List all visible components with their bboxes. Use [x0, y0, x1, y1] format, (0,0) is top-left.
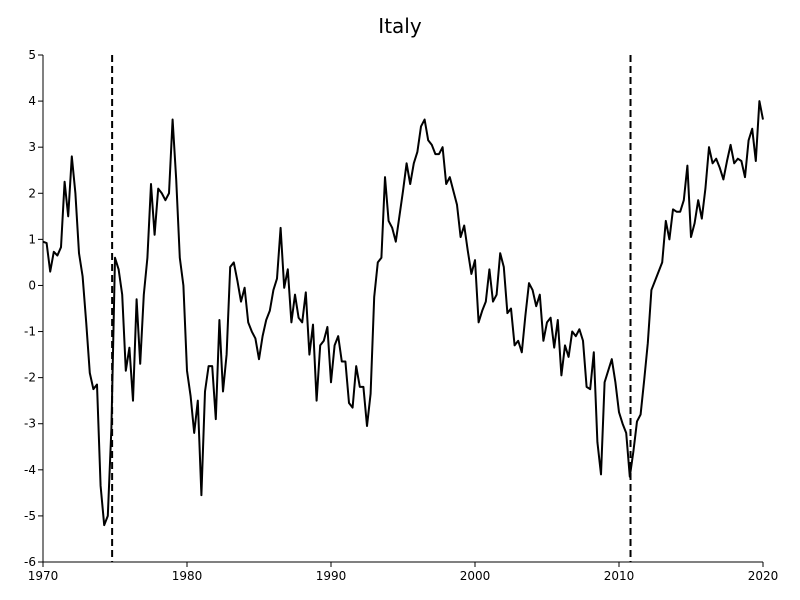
chart-title: Italy [378, 14, 422, 38]
reference-lines [111, 55, 632, 562]
y-tick-label: 5 [28, 48, 36, 62]
y-tick-label: 0 [28, 278, 36, 292]
y-tick-label: 3 [28, 140, 36, 154]
y-tick-label: 4 [28, 94, 36, 108]
y-tick-label: -1 [24, 325, 36, 339]
y-tick-label: -3 [24, 417, 36, 431]
x-tick-label: 2020 [748, 569, 779, 583]
x-tick-label: 1970 [28, 569, 59, 583]
y-tick-label: 2 [28, 186, 36, 200]
y-tick-label: -5 [24, 509, 36, 523]
y-tick-label: 1 [28, 232, 36, 246]
y-tick-label: -2 [24, 371, 36, 385]
x-tick-label: 1980 [172, 569, 203, 583]
y-tick-label: -4 [24, 463, 36, 477]
x-tick-label: 1990 [316, 569, 347, 583]
x-tick-label: 2010 [604, 569, 635, 583]
series-layer [42, 100, 764, 527]
x-tick-label: 2000 [460, 569, 491, 583]
series-line [42, 100, 764, 527]
y-tick-label: -6 [24, 555, 36, 569]
